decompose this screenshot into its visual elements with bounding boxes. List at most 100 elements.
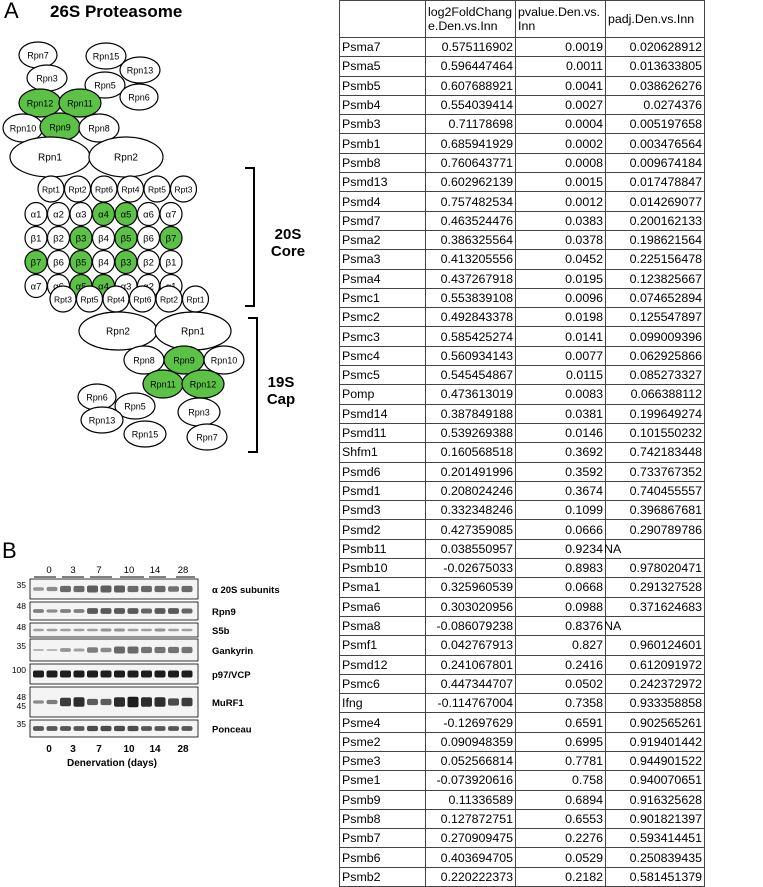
bottom-rpn8: Rpn8 <box>123 345 165 375</box>
core-r3-3: β5 <box>69 249 93 275</box>
value-cell: 0.3592 <box>515 461 606 482</box>
core-r1-3: α3 <box>69 201 93 227</box>
value-cell: 0.553839108 <box>425 287 516 309</box>
value-cell: 0.8983 <box>515 558 606 579</box>
gene-cell: Psmd13 <box>339 172 426 193</box>
value-cell: NA <box>604 615 705 637</box>
gene-cell: Psmb2 <box>339 866 426 887</box>
gene-cell: Psmb3 <box>339 114 426 135</box>
gene-cell: Psmc2 <box>339 307 426 328</box>
value-cell: 0.325960539 <box>425 577 516 598</box>
table-row: Psmb8 0.127872751 0.6553 0.901821397 <box>339 808 705 830</box>
top-rpt-rpt4: Rpt4 <box>116 175 145 203</box>
svg-text:β7: β7 <box>31 258 42 269</box>
value-cell: 0.0015 <box>515 172 606 193</box>
value-cell: 0.017478847 <box>605 172 705 193</box>
svg-text:α3: α3 <box>121 282 132 293</box>
value-cell: 0.242372972 <box>605 673 705 695</box>
value-cell: -0.086079238 <box>425 615 516 637</box>
core-r3-4: β4 <box>91 249 116 275</box>
deseq-table: log2FoldChange.Den.vs.Inn pvalue.Den.vs.I… <box>339 0 705 887</box>
svg-text:Rpn1: Rpn1 <box>181 327 205 338</box>
svg-text:α4: α4 <box>98 282 109 293</box>
bottom-rpn1: Rpn1 <box>154 311 232 351</box>
value-cell: 0.760643771 <box>425 152 516 174</box>
table-row: Psmd6 0.201491996 0.3592 0.733767352 <box>339 461 705 482</box>
value-cell: 0.585425274 <box>425 326 516 347</box>
value-cell: 0.7781 <box>515 750 606 772</box>
core-label-20s: 20S <box>275 226 302 243</box>
svg-text:α5: α5 <box>121 210 132 221</box>
mw-marker-extra: 45 <box>17 701 27 711</box>
svg-text:Rpn15: Rpn15 <box>93 52 120 62</box>
core-r2-5: β5 <box>114 225 138 251</box>
svg-text:Rpn10: Rpn10 <box>211 356 238 366</box>
table-row: Psme1 -0.073920616 0.758 0.940070651 <box>339 770 705 791</box>
svg-text:β5: β5 <box>121 234 132 245</box>
value-cell: NA <box>604 538 705 560</box>
gene-cell: Psma8 <box>339 615 426 637</box>
gene-cell: Psme2 <box>339 731 426 752</box>
top-rpn7: Rpn7 <box>18 41 58 69</box>
value-cell: 0.0666 <box>515 519 606 540</box>
value-cell: 0.0096 <box>515 287 606 309</box>
value-cell: 0.013633805 <box>605 56 705 77</box>
gene-cell: Psmd3 <box>339 500 426 521</box>
value-cell: 0.085273327 <box>605 365 705 386</box>
table-row: Psmb7 0.270909475 0.2276 0.593414451 <box>339 828 705 849</box>
gene-cell: Psmf1 <box>339 635 426 656</box>
value-cell: 0.123825667 <box>605 268 705 289</box>
day-bottom-0: 0 <box>46 744 52 755</box>
x-axis-label: Denervation (days) <box>67 758 157 769</box>
value-cell: 0.005197658 <box>605 114 705 135</box>
svg-text:Rpn13: Rpn13 <box>127 66 154 76</box>
gene-cell: Psmc6 <box>339 673 426 695</box>
blot-label: Rpn9 <box>212 607 236 618</box>
gene-cell: Psmd14 <box>339 403 426 424</box>
table-row: Psmb3 0.71178698 0.0004 0.005197658 <box>339 114 705 135</box>
day-top-14: 14 <box>150 565 161 576</box>
value-cell: 0.539269388 <box>425 422 516 444</box>
svg-text:β5: β5 <box>76 258 87 269</box>
table-row: Psmd11 0.539269388 0.0146 0.101550232 <box>339 422 705 444</box>
value-cell: -0.02675033 <box>425 558 516 579</box>
svg-text:α6: α6 <box>143 210 154 221</box>
table-row: Psma6 0.303020956 0.0988 0.371624683 <box>339 596 705 617</box>
blot--20s-subunits <box>29 578 199 600</box>
gene-cell: Shfm1 <box>339 442 426 463</box>
value-cell: 0.757482534 <box>425 191 516 212</box>
header-cell: pvalue.Den.vs.Inn <box>515 0 606 38</box>
value-cell: 0.099009396 <box>605 326 705 347</box>
gene-cell: Psmb11 <box>339 538 426 560</box>
value-cell: 0.0077 <box>515 345 606 367</box>
svg-text:Rpn5: Rpn5 <box>94 81 116 91</box>
bottom-rpn12: Rpn12 <box>181 369 225 399</box>
value-cell: 0.0004 <box>515 114 606 135</box>
value-cell: 0.038626276 <box>605 75 705 96</box>
mw-marker: 48 <box>17 601 27 611</box>
svg-text:Rpt5: Rpt5 <box>81 295 99 305</box>
value-cell: 0.607688921 <box>425 75 516 96</box>
value-cell: 0.0383 <box>515 210 606 231</box>
gene-cell: Psma3 <box>339 249 426 270</box>
svg-text:α7: α7 <box>31 282 42 293</box>
svg-text:Rpn8: Rpn8 <box>88 124 110 134</box>
core-r2-1: β1 <box>24 225 48 251</box>
bottom-rpt-rpt2: Rpt2 <box>155 285 183 313</box>
svg-text:Rpn9: Rpn9 <box>173 356 195 366</box>
svg-text:Rpt6: Rpt6 <box>95 185 113 195</box>
day-top-0: 0 <box>46 565 51 576</box>
gene-cell: Psmd6 <box>339 461 426 482</box>
value-cell: 0.3692 <box>515 442 606 463</box>
value-cell: 0.6553 <box>515 808 606 830</box>
svg-text:α4: α4 <box>98 210 109 221</box>
gene-cell: Psma6 <box>339 596 426 617</box>
value-cell: 0.009674184 <box>605 152 705 174</box>
table-row: Psmb6 0.403694705 0.0529 0.250839435 <box>339 847 705 868</box>
na-value: NA <box>604 541 622 556</box>
gene-cell: Psmd4 <box>339 191 426 212</box>
value-cell: 0.758 <box>515 770 606 791</box>
western-blot-panel: 0 3 7 10 14 28 35 α 20S subunits 48 Rpn9 48 S5b 35 Ga… <box>12 565 280 769</box>
value-cell: 0.437267918 <box>425 268 516 289</box>
gene-cell: Psma7 <box>339 36 426 58</box>
